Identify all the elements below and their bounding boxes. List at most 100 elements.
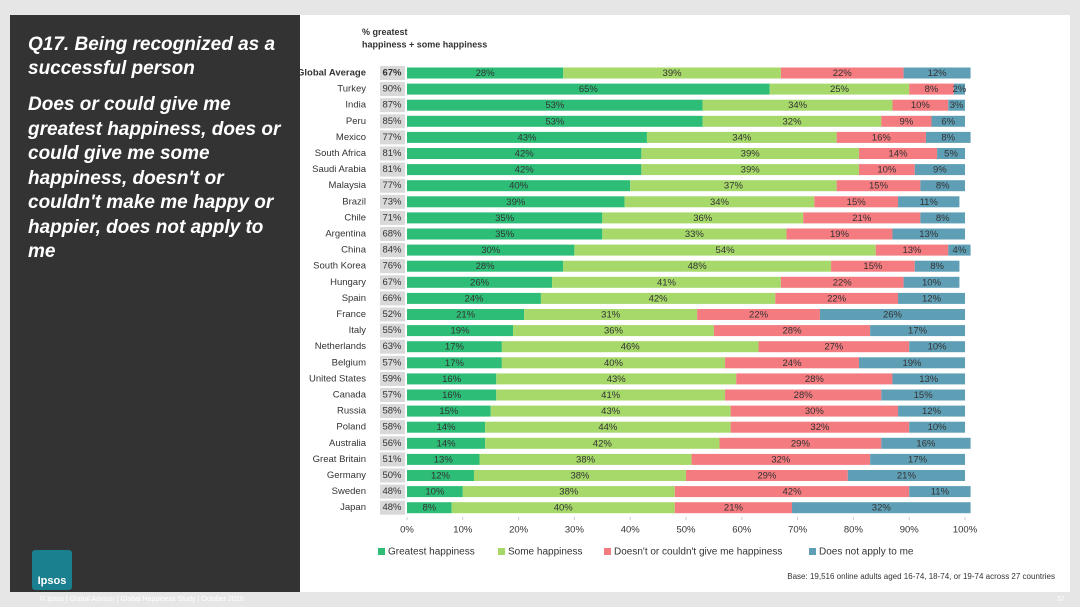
bar-label: 16% [442, 390, 462, 401]
bar-segment [831, 260, 915, 272]
bar-segment [881, 437, 971, 449]
bar-segment [407, 131, 647, 143]
bar-label: 28% [476, 68, 496, 79]
total-box [380, 323, 405, 338]
bar-label: 26% [470, 277, 490, 288]
bar-label: 35% [495, 229, 515, 240]
bar-segment [407, 244, 575, 256]
category-label: China [341, 245, 367, 256]
bar-segment [479, 453, 692, 465]
bar-segment [780, 67, 904, 79]
total-box [380, 210, 405, 225]
total-label: 84% [382, 245, 402, 256]
total-box [380, 259, 405, 274]
bar-segment [903, 276, 960, 288]
total-label: 52% [382, 309, 402, 320]
x-tick-label: 60% [732, 525, 752, 536]
bar-label: 2% [953, 84, 967, 95]
bar-label: 32% [810, 422, 830, 433]
bar-segment [953, 83, 965, 95]
bar-segment [814, 196, 899, 208]
total-box [380, 404, 405, 419]
bar-segment [451, 502, 675, 514]
bar-segment [691, 453, 871, 465]
total-box [380, 468, 405, 483]
category-label: Russia [337, 406, 367, 417]
bar-label: 12% [922, 406, 942, 417]
bar-label: 15% [847, 197, 867, 208]
bar-label: 6% [941, 116, 955, 127]
bar-label: 39% [663, 68, 683, 79]
bar-label: 32% [783, 116, 803, 127]
bar-label: 40% [509, 181, 529, 192]
bar-segment [925, 131, 971, 143]
side-panel: Q17. Being recognized as a successful pe… [10, 15, 300, 592]
bar-label: 42% [515, 165, 535, 176]
bar-segment [931, 115, 965, 127]
category-label: France [336, 309, 366, 320]
x-tick-label: 100% [953, 525, 978, 536]
footer: © Ipsos | Global Advisor | Global Happin… [40, 596, 244, 603]
total-box [380, 388, 405, 402]
bar-segment [786, 228, 893, 240]
bar-label: 13% [919, 229, 939, 240]
bar-segment [407, 453, 480, 465]
bar-segment [602, 228, 787, 240]
bar-label: 9% [900, 116, 914, 127]
total-box [380, 452, 405, 467]
bar-label: 16% [872, 132, 892, 143]
bar-segment [909, 421, 965, 433]
category-label: Chile [344, 212, 366, 223]
x-tick-label: 80% [844, 525, 864, 536]
total-box [380, 275, 405, 290]
bar-label: 35% [495, 213, 515, 224]
category-label: Netherlands [315, 341, 366, 352]
bar-segment [903, 67, 971, 79]
total-box [380, 66, 405, 80]
bar-label: 26% [883, 310, 903, 321]
bar-label: 19% [902, 358, 922, 369]
total-label: 85% [382, 116, 402, 127]
bar-segment [407, 405, 491, 417]
bar-label: 10% [877, 165, 897, 176]
total-label: 51% [382, 454, 402, 465]
bar-segment [892, 99, 949, 111]
legend-item: Greatest happiness [378, 547, 475, 558]
bar-segment [407, 292, 541, 304]
bar-label: 38% [559, 487, 579, 498]
bar-segment [758, 341, 910, 353]
legend-item: Doesn't or couldn't give me happiness [604, 547, 782, 558]
x-tick-label: 90% [900, 525, 920, 536]
total-box [380, 162, 405, 177]
bar-label: 19% [451, 326, 471, 337]
bar-segment [892, 228, 965, 240]
bar-segment [769, 83, 910, 95]
bar-label: 43% [517, 132, 537, 143]
bar-label: 13% [902, 245, 922, 256]
bar-label: 48% [688, 261, 708, 272]
bar-label: 39% [741, 165, 761, 176]
bar-segment [646, 131, 837, 143]
bar-label: 21% [897, 471, 917, 482]
bar-segment [674, 502, 793, 514]
bar-label: 53% [545, 116, 565, 127]
bar-segment [920, 212, 965, 224]
totals-header: % greatest happiness + some happiness [362, 27, 487, 50]
bar-segment [870, 325, 965, 337]
category-label: India [345, 100, 366, 111]
bar-label: 8% [936, 213, 950, 224]
bar-label: 22% [833, 68, 853, 79]
bar-segment [407, 276, 553, 288]
bar-label: 15% [914, 390, 934, 401]
legend-label: Does not apply to me [819, 547, 914, 558]
bar-segment [462, 486, 675, 498]
bar-segment [641, 148, 859, 159]
bar-segment [501, 357, 726, 369]
total-box [380, 355, 405, 370]
bar-segment [736, 373, 893, 385]
total-label: 58% [382, 406, 402, 417]
bar-label: 24% [464, 293, 484, 304]
bar-segment [898, 196, 960, 208]
